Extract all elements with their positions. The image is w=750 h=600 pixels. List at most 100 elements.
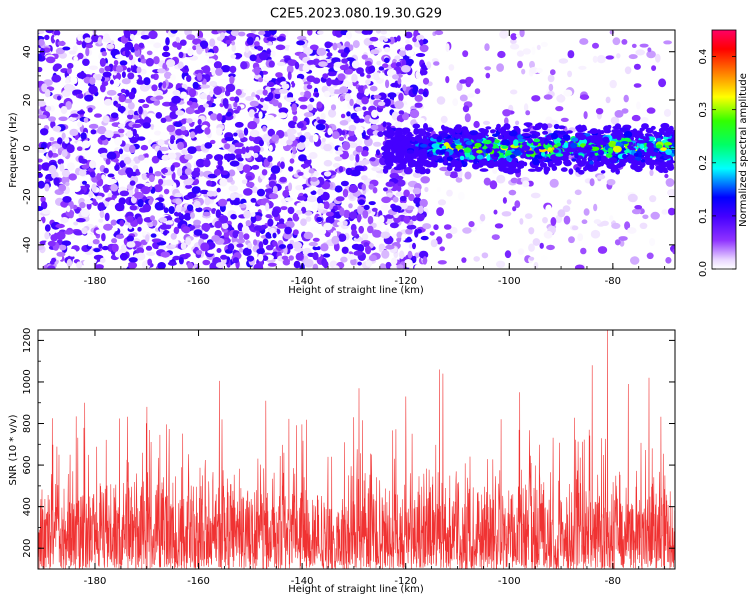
spectrogram-cell — [364, 88, 370, 97]
spectrogram-cell — [404, 31, 413, 39]
spectrogram-cell — [236, 238, 245, 244]
spectrogram-cell — [356, 213, 362, 223]
spectrogram-cell — [201, 222, 211, 232]
spectrogram-signal-cell — [563, 142, 569, 148]
spectrogram-cell — [464, 171, 472, 180]
spectrogram-signal-cell — [660, 147, 668, 152]
spectrogram-cell — [265, 214, 272, 219]
spectrogram-cell — [523, 103, 529, 112]
spectrogram-cell — [268, 92, 274, 101]
spectrogram-y-axis: -40 -20 0 20 40 — [22, 45, 675, 270]
spectrogram-cell — [243, 88, 249, 93]
spectrogram-cell — [294, 61, 300, 70]
spectrogram-cell — [230, 213, 237, 220]
spectrogram-signal-cell — [571, 137, 579, 142]
spectrogram-cell — [66, 162, 75, 171]
spectrogram-signal-cell — [470, 135, 479, 141]
spectrogram-cell — [129, 205, 137, 211]
spectrogram-cell — [57, 41, 66, 46]
snr-x-tick-label: -80 — [605, 576, 621, 587]
spectrogram-cell — [203, 159, 211, 168]
spectrogram-cell — [332, 265, 340, 269]
spectrogram-cell — [203, 103, 209, 108]
spectrogram-cell — [412, 172, 422, 179]
spectrogram-cell — [590, 229, 601, 239]
spectrogram-cell — [194, 109, 202, 115]
spectrogram-cell — [335, 196, 345, 202]
spectrogram-cell — [179, 174, 189, 180]
spectrogram-cell — [650, 211, 660, 220]
spectrogram-cell — [243, 233, 250, 240]
spectrogram-cell — [399, 250, 405, 260]
spectrogram-cell — [279, 88, 289, 94]
spectrogram-cell — [146, 113, 156, 118]
spectrogram-cell — [47, 265, 56, 269]
spectrogram-cell — [138, 99, 146, 103]
spectrogram-cell — [310, 190, 317, 195]
spectrogram-cell — [372, 229, 382, 238]
spectrogram-cell — [339, 95, 344, 102]
spectrogram-cell — [327, 127, 333, 136]
spectrogram-cell — [126, 67, 131, 73]
spectrogram-cell — [365, 79, 371, 85]
spectrogram-cell — [614, 239, 621, 246]
spectrogram-cell — [412, 86, 418, 95]
spectrogram-signal-cell — [630, 159, 639, 166]
spectrogram-cell — [401, 65, 411, 73]
spectrogram-cell — [473, 120, 480, 129]
spectrogram-cell — [352, 82, 357, 87]
spectrogram-signal-cell — [547, 147, 553, 151]
spectrogram-y-tick-label: 40 — [22, 45, 33, 58]
spectrogram-cell — [621, 108, 629, 114]
spectrogram-cell — [633, 63, 641, 70]
spectrogram-cell — [170, 232, 177, 240]
spectrogram-cell — [231, 41, 236, 46]
spectrogram-cell — [299, 104, 308, 110]
spectrogram-cell — [222, 98, 229, 107]
spectrogram-cell — [665, 178, 675, 187]
spectrogram-signal-cell — [431, 143, 440, 149]
spectrogram-cell — [110, 219, 117, 226]
spectrogram-cell — [483, 177, 491, 186]
spectrogram-signal-cell — [533, 138, 541, 143]
spectrogram-cell — [175, 204, 182, 213]
spectrogram-cell — [361, 150, 369, 157]
spectrogram-cell — [55, 223, 65, 229]
spectrogram-signal-cell — [558, 130, 567, 135]
spectrogram-cell — [443, 224, 452, 230]
spectrogram-cell — [152, 219, 158, 227]
spectrogram-cell — [445, 43, 450, 53]
spectrogram-cell — [314, 92, 319, 98]
spectrogram-cell — [536, 44, 541, 51]
spectrogram-cell — [38, 172, 43, 178]
spectrogram-cell — [53, 35, 61, 41]
spectrogram-cell — [246, 33, 256, 38]
spectrogram-cell — [76, 218, 86, 223]
spectrogram-cell — [489, 180, 498, 190]
spectrogram-signal-cell — [513, 149, 522, 156]
spectrogram-signal-cell — [575, 167, 581, 173]
spectrogram-cell — [144, 153, 149, 159]
spectrogram-cell — [363, 204, 370, 211]
spectrogram-signal-cell — [530, 133, 537, 139]
spectrogram-cell — [144, 182, 152, 188]
spectrogram-signal-cell — [620, 141, 629, 145]
spectrogram-cell — [396, 264, 404, 269]
spectrogram-signal-cell — [420, 138, 430, 144]
spectrogram-cell — [125, 48, 130, 58]
spectrogram-cell — [232, 257, 239, 264]
spectrogram-cell — [287, 71, 292, 80]
spectrogram-cell — [549, 178, 559, 188]
spectrogram-cell — [57, 95, 62, 101]
spectrogram-cell — [88, 123, 99, 129]
spectrogram-cell — [446, 189, 453, 197]
spectrogram-cell — [68, 50, 77, 55]
spectrogram-cell — [191, 170, 201, 178]
spectrogram-cell — [303, 131, 311, 140]
spectrogram-cell — [53, 177, 60, 186]
spectrogram-cell — [325, 216, 335, 225]
spectrogram-cell — [337, 221, 343, 226]
spectrogram-cell — [199, 189, 209, 195]
spectrogram-frame — [37, 29, 676, 270]
spectrogram-cell — [510, 33, 517, 41]
